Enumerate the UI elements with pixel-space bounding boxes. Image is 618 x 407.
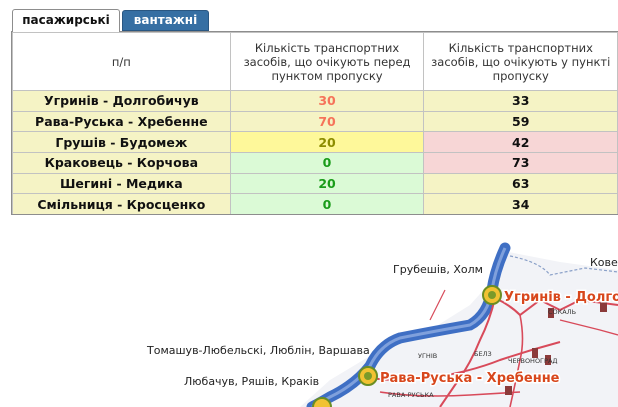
map-region-border [509, 255, 618, 276]
waiting-before-value: 0 [229, 193, 425, 214]
map-label-kovel: Ковел [590, 256, 618, 269]
waiting-in-value: 59 [423, 110, 618, 133]
waiting-before-value: 30 [229, 90, 425, 112]
map-town-block [548, 308, 554, 318]
map-road [429, 289, 446, 321]
map-road [379, 391, 521, 397]
column-header-waiting-in: Кількість транспортних засобів, що очіку… [423, 32, 618, 91]
crossing-marker-uhryniv[interactable] [482, 285, 502, 305]
map-town-rava: РАВА-РУСЬКА [388, 391, 434, 399]
map-label-tomaszow: Томашув-Любельскі, Люблін, Варшава [146, 344, 370, 357]
map-town-chervonohrad: ЧЕРВОНОГРАД [508, 357, 557, 365]
map-label-lubaczow: Любачув, Ряшів, Краків [184, 375, 319, 388]
waiting-in-value: 73 [423, 152, 618, 174]
map-town-block [532, 348, 538, 358]
queue-table-panel: п/п Кількість транспортних засобів, що о… [11, 31, 618, 215]
map-town-block [600, 302, 607, 312]
crossing-label-uhryniv[interactable]: Угринів - Долго [503, 289, 618, 307]
table-row: Шегині - Медика 20 63 [12, 172, 618, 195]
map-road [439, 297, 496, 407]
column-header-number: п/п [12, 32, 231, 91]
checkpoint-name: Шегині - Медика [12, 172, 231, 195]
waiting-before-value: 0 [229, 152, 425, 174]
customs-icon [312, 397, 332, 407]
map-road [559, 319, 618, 336]
crossing-marker-rava[interactable] [358, 366, 378, 386]
map-town-block [545, 355, 551, 365]
column-header-waiting-before: Кількість транспортних засобів, що очіку… [229, 32, 425, 91]
tab-passenger[interactable]: пасажирські [12, 9, 120, 32]
queue-table: п/п Кількість транспортних засобів, що о… [12, 32, 618, 214]
tab-cargo[interactable]: вантажні [122, 10, 209, 31]
crossing-label-rava[interactable]: Рава-Руська - Хребенне [379, 370, 562, 388]
customs-icon-center [364, 372, 372, 380]
border-map: Грубешів, Холм Ковел Томашув-Любельскі, … [146, 242, 618, 407]
table-header-row: п/п Кількість транспортних засобів, що о… [12, 32, 618, 91]
map-road [369, 341, 561, 381]
waiting-before-value: 70 [229, 110, 425, 133]
map-road [509, 314, 524, 407]
map-town-block [505, 386, 512, 395]
customs-icon-center [488, 291, 496, 299]
crossing-marker-hrushiv[interactable] [312, 397, 332, 407]
checkpoint-name: Смільниця - Кросценко [12, 193, 231, 214]
table-row: Смільниця - Кросценко 0 34 [12, 193, 618, 214]
table-row: Угринів - Долгобичув 30 33 [12, 90, 618, 112]
waiting-in-value: 34 [423, 193, 618, 214]
waiting-in-value: 63 [423, 172, 618, 195]
checkpoint-name: Краковець - Корчова [12, 152, 231, 174]
map-label-hrubieszow: Грубешів, Холм [393, 263, 483, 276]
table-row: Грушів - Будомеж 20 42 [12, 131, 618, 154]
waiting-in-value: 33 [423, 90, 618, 112]
waiting-in-value: 42 [423, 131, 618, 154]
map-town-belz: БЕЛЗ [474, 350, 492, 358]
table-row: Рава-Руська - Хребенне 70 59 [12, 110, 618, 133]
map-town-uhniv: УГНІВ [418, 352, 437, 360]
map-town-sokal: СОКАЛЬ [548, 308, 576, 316]
table-row: Краковець - Корчова 0 73 [12, 152, 618, 174]
checkpoint-name: Рава-Руська - Хребенне [12, 110, 231, 133]
checkpoint-name: Угринів - Долгобичув [12, 90, 231, 112]
checkpoint-name: Грушів - Будомеж [12, 131, 231, 154]
waiting-before-value: 20 [229, 172, 425, 195]
waiting-before-value: 20 [229, 131, 425, 154]
